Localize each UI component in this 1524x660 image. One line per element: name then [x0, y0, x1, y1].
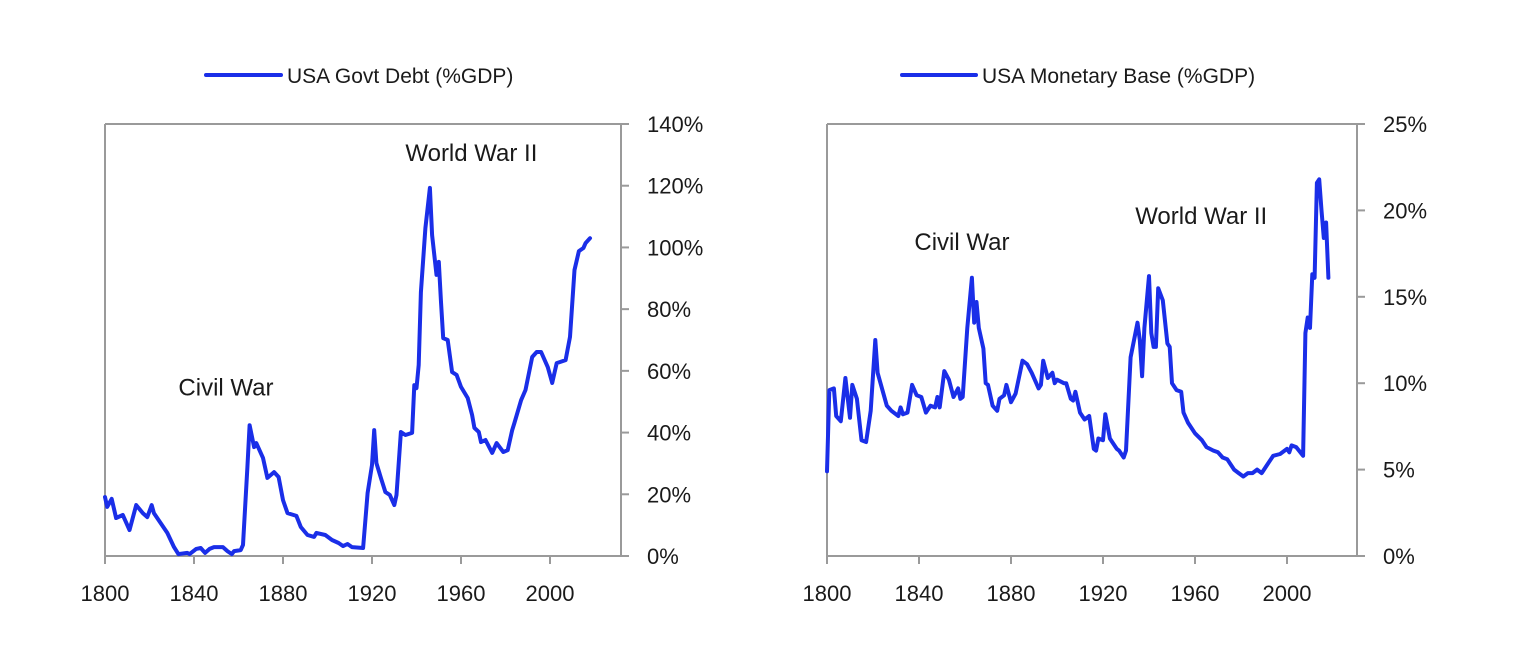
- legend: USA Govt Debt (%GDP): [204, 65, 513, 88]
- annotation-label: Civil War: [914, 229, 1009, 256]
- x-tick-label: 1840: [170, 581, 219, 606]
- x-tick-label: 1800: [81, 581, 130, 606]
- y-tick-label: 5%: [1383, 458, 1415, 483]
- y-tick-label: 10%: [1383, 371, 1427, 396]
- y-tick-label: 120%: [647, 174, 703, 199]
- monetary-base-chart: USA Monetary Base (%GDP) 1800 1840 1880 192…: [803, 65, 1428, 606]
- y-tick-label: 20%: [1383, 198, 1427, 223]
- annotations: World War II Civil War: [914, 203, 1267, 256]
- series-line-monetary-base: [825, 177, 1331, 479]
- legend: USA Monetary Base (%GDP): [900, 65, 1255, 88]
- govt-debt-chart: USA Govt Debt (%GDP) 1800 1840 1880 1920 196…: [81, 65, 704, 606]
- annotation-label: World War II: [1135, 203, 1267, 230]
- y-axis: 0% 20% 40% 60% 80% 100% 120% 140%: [621, 112, 703, 569]
- y-tick-label: 60%: [647, 359, 691, 384]
- x-tick-label: 1840: [895, 581, 944, 606]
- x-tick-label: 1960: [437, 581, 486, 606]
- x-tick-label: 2000: [1263, 581, 1312, 606]
- annotation-label: Civil War: [178, 375, 273, 402]
- x-axis: 1800 1840 1880 1920 1960 2000: [81, 556, 575, 606]
- plot-frame: [104, 123, 629, 557]
- x-axis: 1800 1840 1880 1920 1960 2000: [803, 556, 1312, 606]
- x-tick-label: 2000: [526, 581, 575, 606]
- annotation-label: World War II: [405, 140, 537, 167]
- legend-label: USA Monetary Base (%GDP): [982, 65, 1255, 88]
- y-tick-label: 0%: [1383, 544, 1415, 569]
- x-tick-label: 1920: [1079, 581, 1128, 606]
- y-tick-label: 25%: [1383, 112, 1427, 137]
- x-tick-label: 1800: [803, 581, 852, 606]
- plot-frame: [826, 123, 1365, 557]
- y-tick-label: 20%: [647, 482, 691, 507]
- y-tick-label: 15%: [1383, 285, 1427, 310]
- y-tick-label: 40%: [647, 421, 691, 446]
- y-tick-label: 80%: [647, 297, 691, 322]
- x-tick-label: 1920: [348, 581, 397, 606]
- legend-label: USA Govt Debt (%GDP): [287, 65, 513, 88]
- annotations: World War II Civil War: [178, 140, 537, 402]
- y-tick-label: 0%: [647, 544, 679, 569]
- y-tick-label: 140%: [647, 112, 703, 137]
- x-tick-label: 1880: [987, 581, 1036, 606]
- y-tick-label: 100%: [647, 235, 703, 260]
- series-line-govt-debt: [103, 185, 592, 557]
- y-axis: 0% 5% 10% 15% 20% 25%: [1357, 112, 1427, 569]
- x-tick-label: 1960: [1171, 581, 1220, 606]
- x-tick-label: 1880: [259, 581, 308, 606]
